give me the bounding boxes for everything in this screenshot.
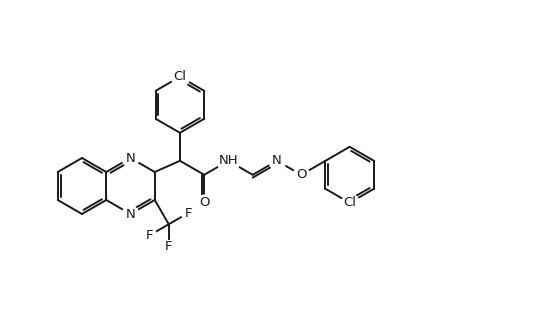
Text: N: N xyxy=(126,152,135,165)
Text: F: F xyxy=(165,240,172,253)
Text: Cl: Cl xyxy=(343,196,356,209)
Text: O: O xyxy=(296,168,306,181)
Text: Cl: Cl xyxy=(173,70,186,83)
Text: F: F xyxy=(146,229,153,242)
Text: N: N xyxy=(126,207,135,220)
Text: NH: NH xyxy=(219,154,239,167)
Text: N: N xyxy=(272,154,282,167)
Text: F: F xyxy=(185,206,192,219)
Text: O: O xyxy=(199,196,210,209)
